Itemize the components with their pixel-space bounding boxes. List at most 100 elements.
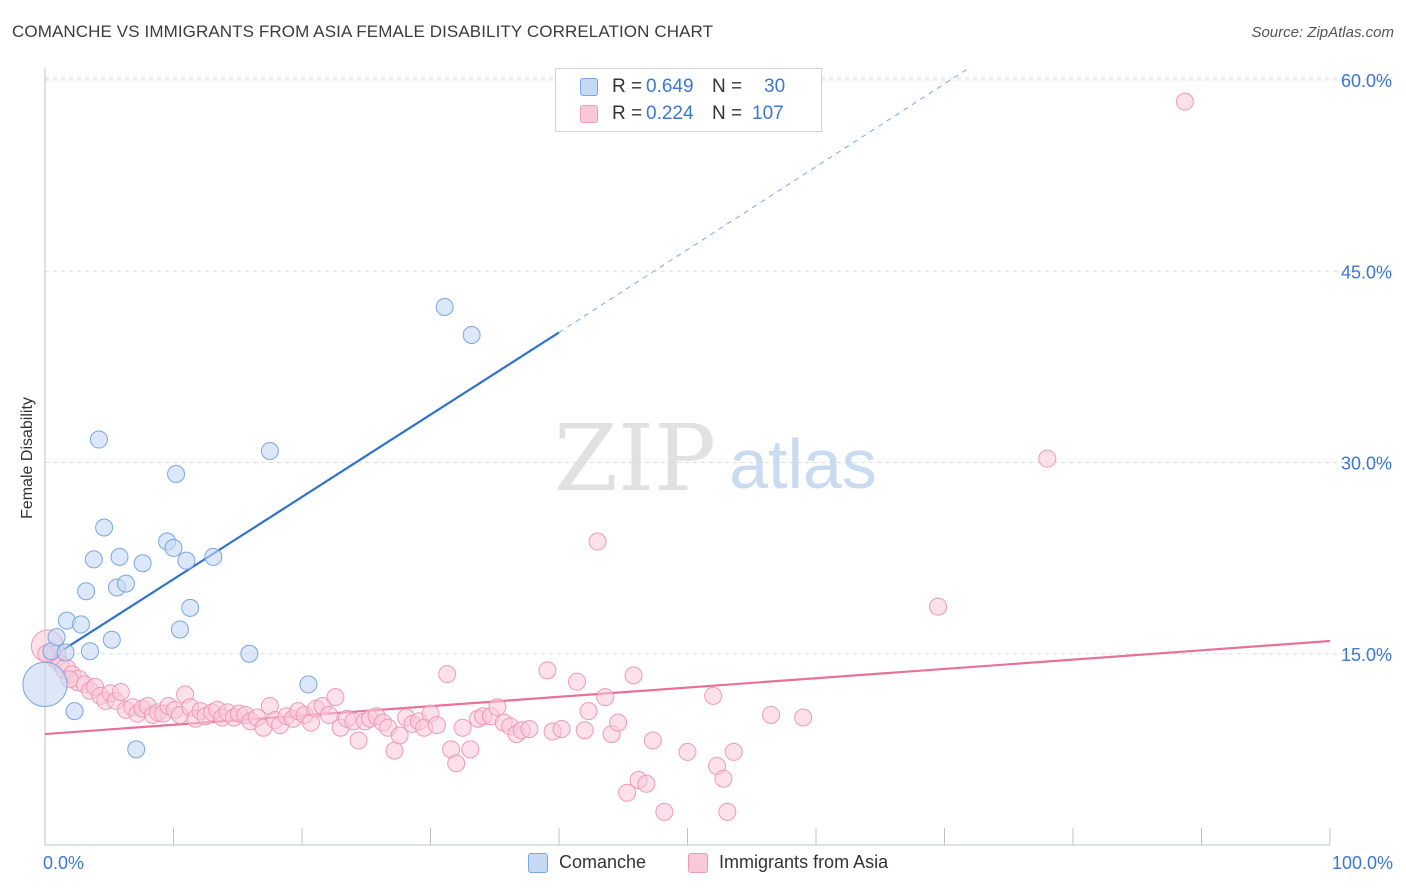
comanche-point — [435, 297, 454, 316]
asia-point — [552, 719, 571, 738]
legend-label: Immigrants from Asia — [719, 852, 889, 872]
watermark: ZIP atlas — [554, 405, 877, 512]
legend-label: Comanche — [559, 852, 647, 872]
comanche-point — [102, 630, 121, 649]
n-label: N = — [712, 76, 743, 97]
comanche-point — [84, 550, 103, 569]
asia-point — [1175, 92, 1194, 111]
comanche-point — [462, 326, 481, 344]
legend-row-comanche: R = 0.649 N = 30 — [580, 75, 785, 99]
comanche-point — [164, 538, 183, 557]
comanche-point — [56, 643, 75, 662]
tick-labels: 15.0% 30.0% 45.0% 60.0% 0.0% 100.0% — [43, 71, 1393, 873]
asia-point — [349, 731, 368, 750]
r-label: R = — [612, 103, 643, 124]
y-tick-label: 30.0% — [1341, 454, 1392, 474]
series-legend: Comanche Immigrants from Asia — [528, 852, 930, 873]
y-axis-label: Female Disability — [19, 397, 36, 519]
watermark-atlas: atlas — [729, 425, 877, 503]
x-tick-label: 0.0% — [43, 853, 84, 873]
asia-point — [794, 708, 813, 727]
asia-point — [520, 719, 539, 738]
asia-point — [1038, 449, 1057, 468]
comanche-point — [127, 740, 146, 759]
asia-point — [643, 731, 662, 750]
asia-point — [718, 802, 737, 821]
comanche-point — [80, 642, 99, 661]
n-label: N = — [712, 103, 743, 124]
y-tick-label: 60.0% — [1341, 71, 1392, 91]
asia-swatch — [688, 852, 709, 873]
asia-point — [704, 686, 723, 705]
comanche-point — [170, 620, 189, 639]
x-tick-label: 100.0% — [1332, 853, 1393, 873]
axes — [44, 68, 1331, 846]
y-tick-label: 15.0% — [1341, 645, 1392, 665]
y-tick-label: 45.0% — [1341, 262, 1392, 282]
comanche-point — [240, 644, 259, 663]
r-value: 0.649 — [646, 76, 694, 97]
asia-point — [319, 705, 338, 724]
asia-point — [453, 718, 472, 737]
asia-point — [678, 742, 697, 761]
data-points — [22, 92, 1194, 821]
comanche-point — [89, 430, 108, 449]
comanche-point — [22, 661, 68, 707]
comanche-point — [65, 702, 84, 721]
asia-swatch — [580, 105, 598, 123]
asia-point — [575, 721, 594, 740]
asia-point — [762, 705, 781, 724]
asia-point — [438, 665, 457, 684]
comanche-point — [116, 574, 135, 593]
asia-point — [461, 740, 480, 759]
asia-point — [427, 716, 446, 735]
asia-point — [326, 688, 345, 707]
comanche-point — [299, 675, 318, 694]
r-value: 0.224 — [646, 103, 694, 124]
comanche-swatch — [528, 852, 548, 873]
asia-point — [929, 597, 948, 616]
comanche-point — [167, 464, 186, 483]
asia-point — [624, 666, 643, 685]
asia-point — [588, 532, 607, 551]
asia-point — [655, 802, 674, 821]
asia-point — [579, 702, 598, 721]
asia-point — [447, 754, 466, 773]
source-credit: Source: ZipAtlas.com — [1251, 24, 1394, 41]
comanche-trend-extension — [558, 66, 971, 333]
n-value: 30 — [764, 76, 786, 97]
legend-item-asia: Immigrants from Asia — [688, 852, 888, 873]
watermark-zip: ZIP — [554, 405, 716, 512]
comanche-point — [177, 551, 196, 570]
n-value: 107 — [752, 103, 784, 124]
asia-point — [390, 726, 409, 745]
gridlines — [45, 77, 1392, 655]
r-label: R = — [612, 76, 643, 97]
comanche-point — [204, 547, 223, 566]
trend-lines — [44, 66, 1331, 736]
chart-title: COMANCHE VS IMMIGRANTS FROM ASIA FEMALE … — [12, 22, 714, 41]
comanche-point — [110, 547, 129, 566]
asia-point — [538, 661, 557, 680]
asia-point — [714, 769, 733, 788]
comanche-trend-line — [44, 331, 560, 663]
comanche-point — [77, 582, 96, 601]
comanche-point — [95, 518, 114, 537]
comanche-point — [71, 615, 90, 634]
comanche-point — [181, 598, 200, 617]
asia-point — [637, 774, 656, 793]
asia-point — [609, 713, 628, 732]
asia-point — [618, 783, 637, 802]
asia-point — [488, 698, 507, 717]
asia-point — [567, 672, 586, 691]
asia-point — [596, 688, 615, 707]
asia-point — [385, 741, 404, 760]
legend-item-comanche: Comanche — [528, 852, 646, 873]
legend-row-asia: R = 0.224 N = 107 — [580, 102, 784, 126]
comanche-point — [47, 628, 66, 647]
comanche-point — [133, 554, 152, 573]
comanche-swatch — [580, 78, 598, 96]
asia-point — [724, 742, 743, 761]
asia-point — [111, 683, 130, 701]
